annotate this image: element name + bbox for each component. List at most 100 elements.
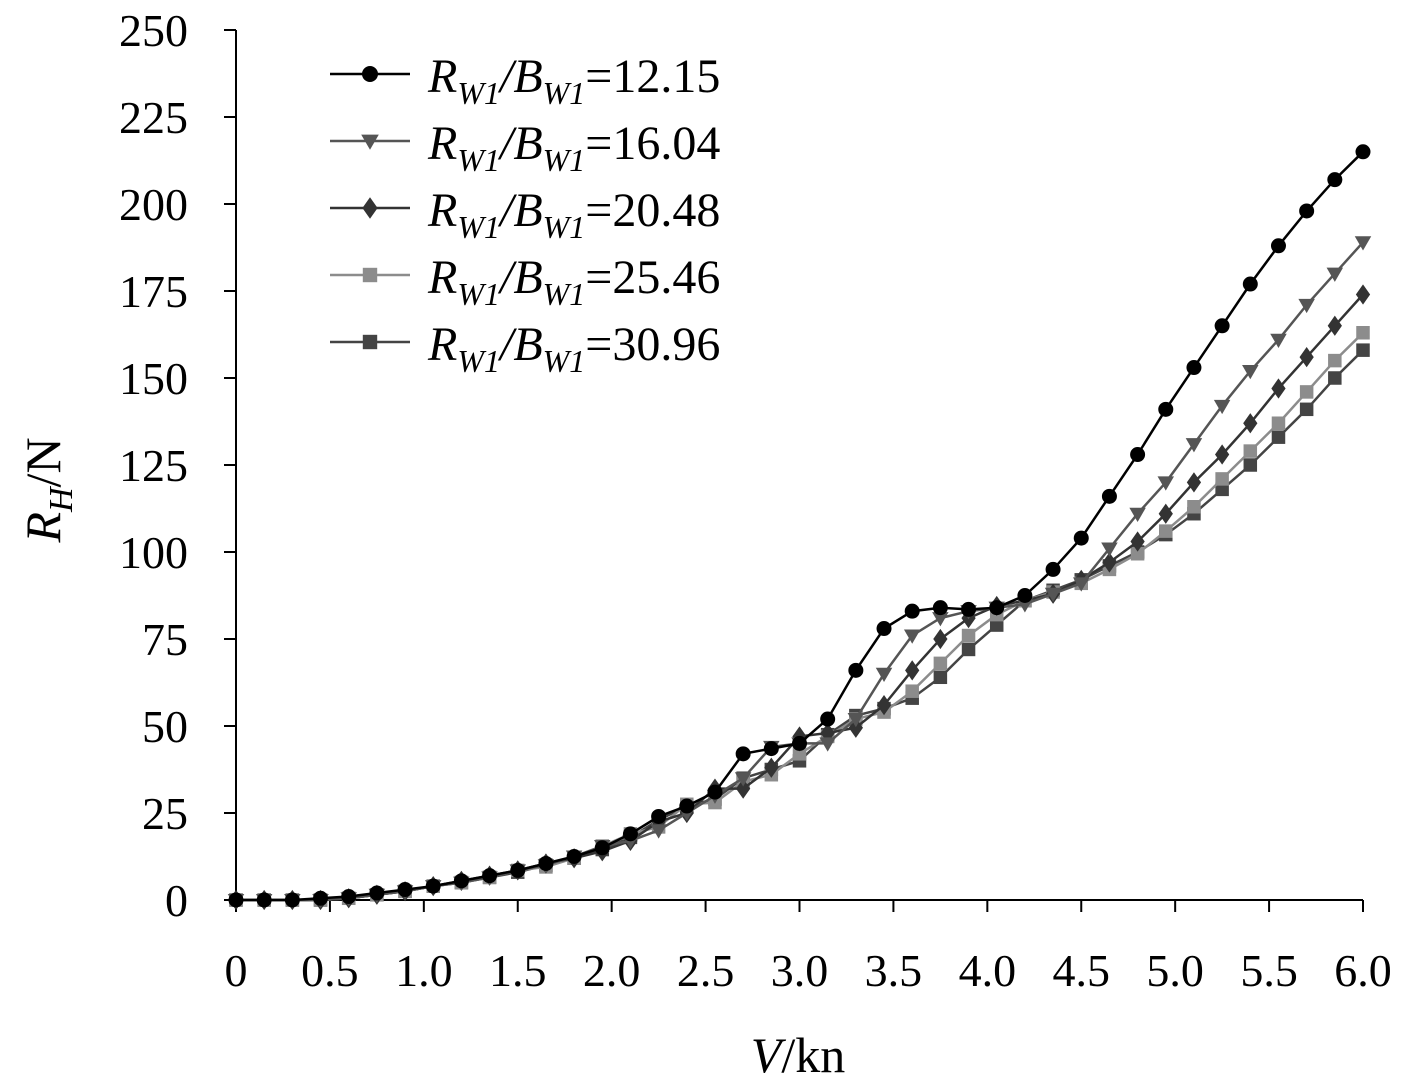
data-point <box>792 735 807 751</box>
data-point <box>369 885 385 901</box>
data-point <box>1328 353 1342 368</box>
data-point <box>362 334 378 350</box>
data-point <box>1299 203 1315 219</box>
y-tick-label: 25 <box>142 788 188 839</box>
data-point <box>538 855 554 871</box>
series-line <box>236 349 1364 902</box>
x-tick-label: 6.0 <box>1334 945 1392 996</box>
data-point <box>1129 507 1146 522</box>
data-point <box>397 882 413 898</box>
data-point <box>1102 552 1117 573</box>
data-point <box>707 784 723 800</box>
data-point <box>1328 371 1342 385</box>
data-point <box>1327 172 1343 188</box>
data-point <box>1158 503 1173 524</box>
x-tick-label: 2.5 <box>677 945 735 996</box>
data-point <box>1130 546 1145 561</box>
series-1 <box>228 144 1371 908</box>
data-point <box>1158 401 1174 417</box>
data-point <box>1243 444 1258 458</box>
series-3 <box>228 284 1371 911</box>
legend-label: RW1/BW1=20.48 <box>427 184 720 245</box>
data-point <box>1242 276 1258 292</box>
x-tick-label: 0.5 <box>301 945 359 996</box>
data-point <box>933 670 948 685</box>
legend-label: RW1/BW1=25.46 <box>427 251 720 312</box>
data-point <box>566 849 582 864</box>
data-point <box>1044 587 1062 603</box>
data-point <box>903 629 921 644</box>
y-axis-title: RH/N <box>15 437 80 543</box>
data-point <box>1130 531 1145 552</box>
data-point <box>362 66 378 82</box>
data-point <box>650 824 667 839</box>
data-point <box>1355 284 1371 305</box>
data-point <box>734 772 752 787</box>
axis-ticks: 0 25 50 75 100 125 150 175 200 225 250 0 0.5 1.0 1.5 2.… <box>119 5 1392 996</box>
data-point <box>425 878 441 894</box>
data-point <box>961 628 976 643</box>
data-point <box>1045 561 1061 577</box>
y-tick-label: 100 <box>119 527 188 578</box>
data-point <box>1187 500 1201 514</box>
series-line <box>236 331 1364 902</box>
x-tick-label: 0 <box>225 945 248 996</box>
data-point <box>1185 438 1203 453</box>
x-tick-label: 5.0 <box>1146 945 1204 996</box>
data-point <box>284 892 300 908</box>
series-2 <box>227 236 1372 909</box>
data-point <box>1215 444 1230 465</box>
data-point <box>1356 343 1370 357</box>
legend: RW1/BW1=12.15RW1/BW1=16.04RW1/BW1=20.48R… <box>330 50 720 379</box>
data-point <box>1157 476 1175 491</box>
data-point <box>1298 298 1315 314</box>
legend-item-4: RW1/BW1=25.46 <box>330 251 720 312</box>
data-point <box>905 684 919 698</box>
data-point <box>1215 472 1229 486</box>
data-point <box>933 656 948 671</box>
data-point <box>1327 315 1342 336</box>
x-axis-title: V/kn <box>751 1027 845 1083</box>
y-tick-label: 150 <box>119 353 188 404</box>
data-point <box>1326 267 1344 282</box>
data-point <box>594 840 610 856</box>
data-point <box>1073 577 1090 592</box>
data-point <box>1073 530 1089 546</box>
y-tick-label: 225 <box>119 92 188 143</box>
data-point <box>1299 402 1314 417</box>
data-point <box>736 778 751 799</box>
data-point <box>961 642 976 657</box>
legend-item-2: RW1/BW1=16.04 <box>330 117 720 178</box>
y-tick-label: 0 <box>165 875 188 926</box>
y-tick-label: 175 <box>119 266 188 317</box>
data-point <box>362 197 378 219</box>
data-point <box>1215 482 1229 497</box>
x-tick-label: 4.5 <box>1053 945 1111 996</box>
legend-item-3: RW1/BW1=20.48 <box>330 184 720 245</box>
data-point <box>763 741 779 757</box>
data-point <box>1186 472 1202 493</box>
x-tick-label: 1.0 <box>395 945 453 996</box>
data-point <box>1242 365 1259 380</box>
data-point <box>679 798 695 814</box>
data-point <box>932 600 948 616</box>
data-point <box>932 612 949 627</box>
y-tick-label: 125 <box>119 440 188 491</box>
x-tick-label: 4.0 <box>959 945 1017 996</box>
data-point <box>1130 447 1146 463</box>
x-tick-label: 3.0 <box>771 945 829 996</box>
series-5 <box>229 343 1370 907</box>
data-point <box>1186 360 1202 376</box>
data-point <box>341 889 357 905</box>
data-point <box>904 603 920 619</box>
data-point <box>1101 488 1117 504</box>
axes <box>235 30 1363 901</box>
y-tick-label: 200 <box>119 179 188 230</box>
data-point <box>1354 236 1372 251</box>
data-point <box>228 892 244 908</box>
data-point <box>651 808 667 824</box>
data-point <box>1243 458 1258 472</box>
data-point <box>764 757 779 778</box>
legend-item-1: RW1/BW1=12.15 <box>330 50 720 111</box>
